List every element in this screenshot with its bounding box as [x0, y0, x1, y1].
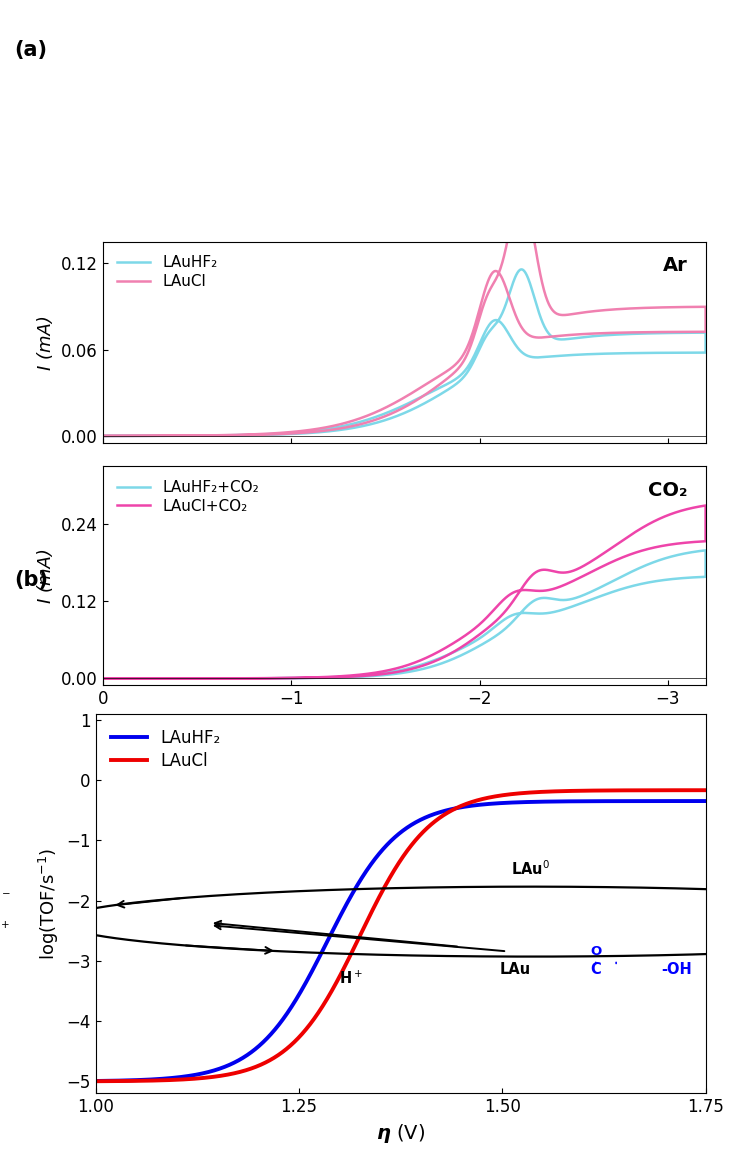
Text: (b): (b)	[15, 570, 49, 589]
Text: (a): (a)	[15, 40, 48, 60]
Text: H$^+$: H$^+$	[340, 970, 363, 988]
Text: e$^-$: e$^-$	[0, 892, 10, 907]
X-axis label: $\bfit{E}$ (V vs Ag/AgCl): $\bfit{E}$ (V vs Ag/AgCl)	[324, 714, 484, 737]
Text: C: C	[590, 962, 601, 977]
Text: LAu$^+$: LAu$^+$	[0, 921, 10, 938]
Y-axis label: I (mA): I (mA)	[37, 548, 55, 603]
Legend: LAuHF₂, LAuCl: LAuHF₂, LAuCl	[104, 722, 227, 776]
Text: Ar: Ar	[663, 256, 687, 275]
Legend: LAuHF₂, LAuCl: LAuHF₂, LAuCl	[110, 250, 224, 296]
Y-axis label: I (mA): I (mA)	[37, 315, 55, 369]
Text: -OH: -OH	[661, 962, 692, 977]
Text: CO₂: CO₂	[648, 481, 687, 501]
Text: LAu: LAu	[500, 962, 531, 977]
Text: O: O	[590, 945, 601, 958]
X-axis label: $\bfit{\eta}$ (V): $\bfit{\eta}$ (V)	[376, 1122, 425, 1145]
Y-axis label: log(TOF/s$^{-1}$): log(TOF/s$^{-1}$)	[37, 847, 60, 960]
Text: LAu$^0$: LAu$^0$	[512, 860, 551, 878]
Legend: LAuHF₂+CO₂, LAuCl+CO₂: LAuHF₂+CO₂, LAuCl+CO₂	[110, 474, 265, 520]
